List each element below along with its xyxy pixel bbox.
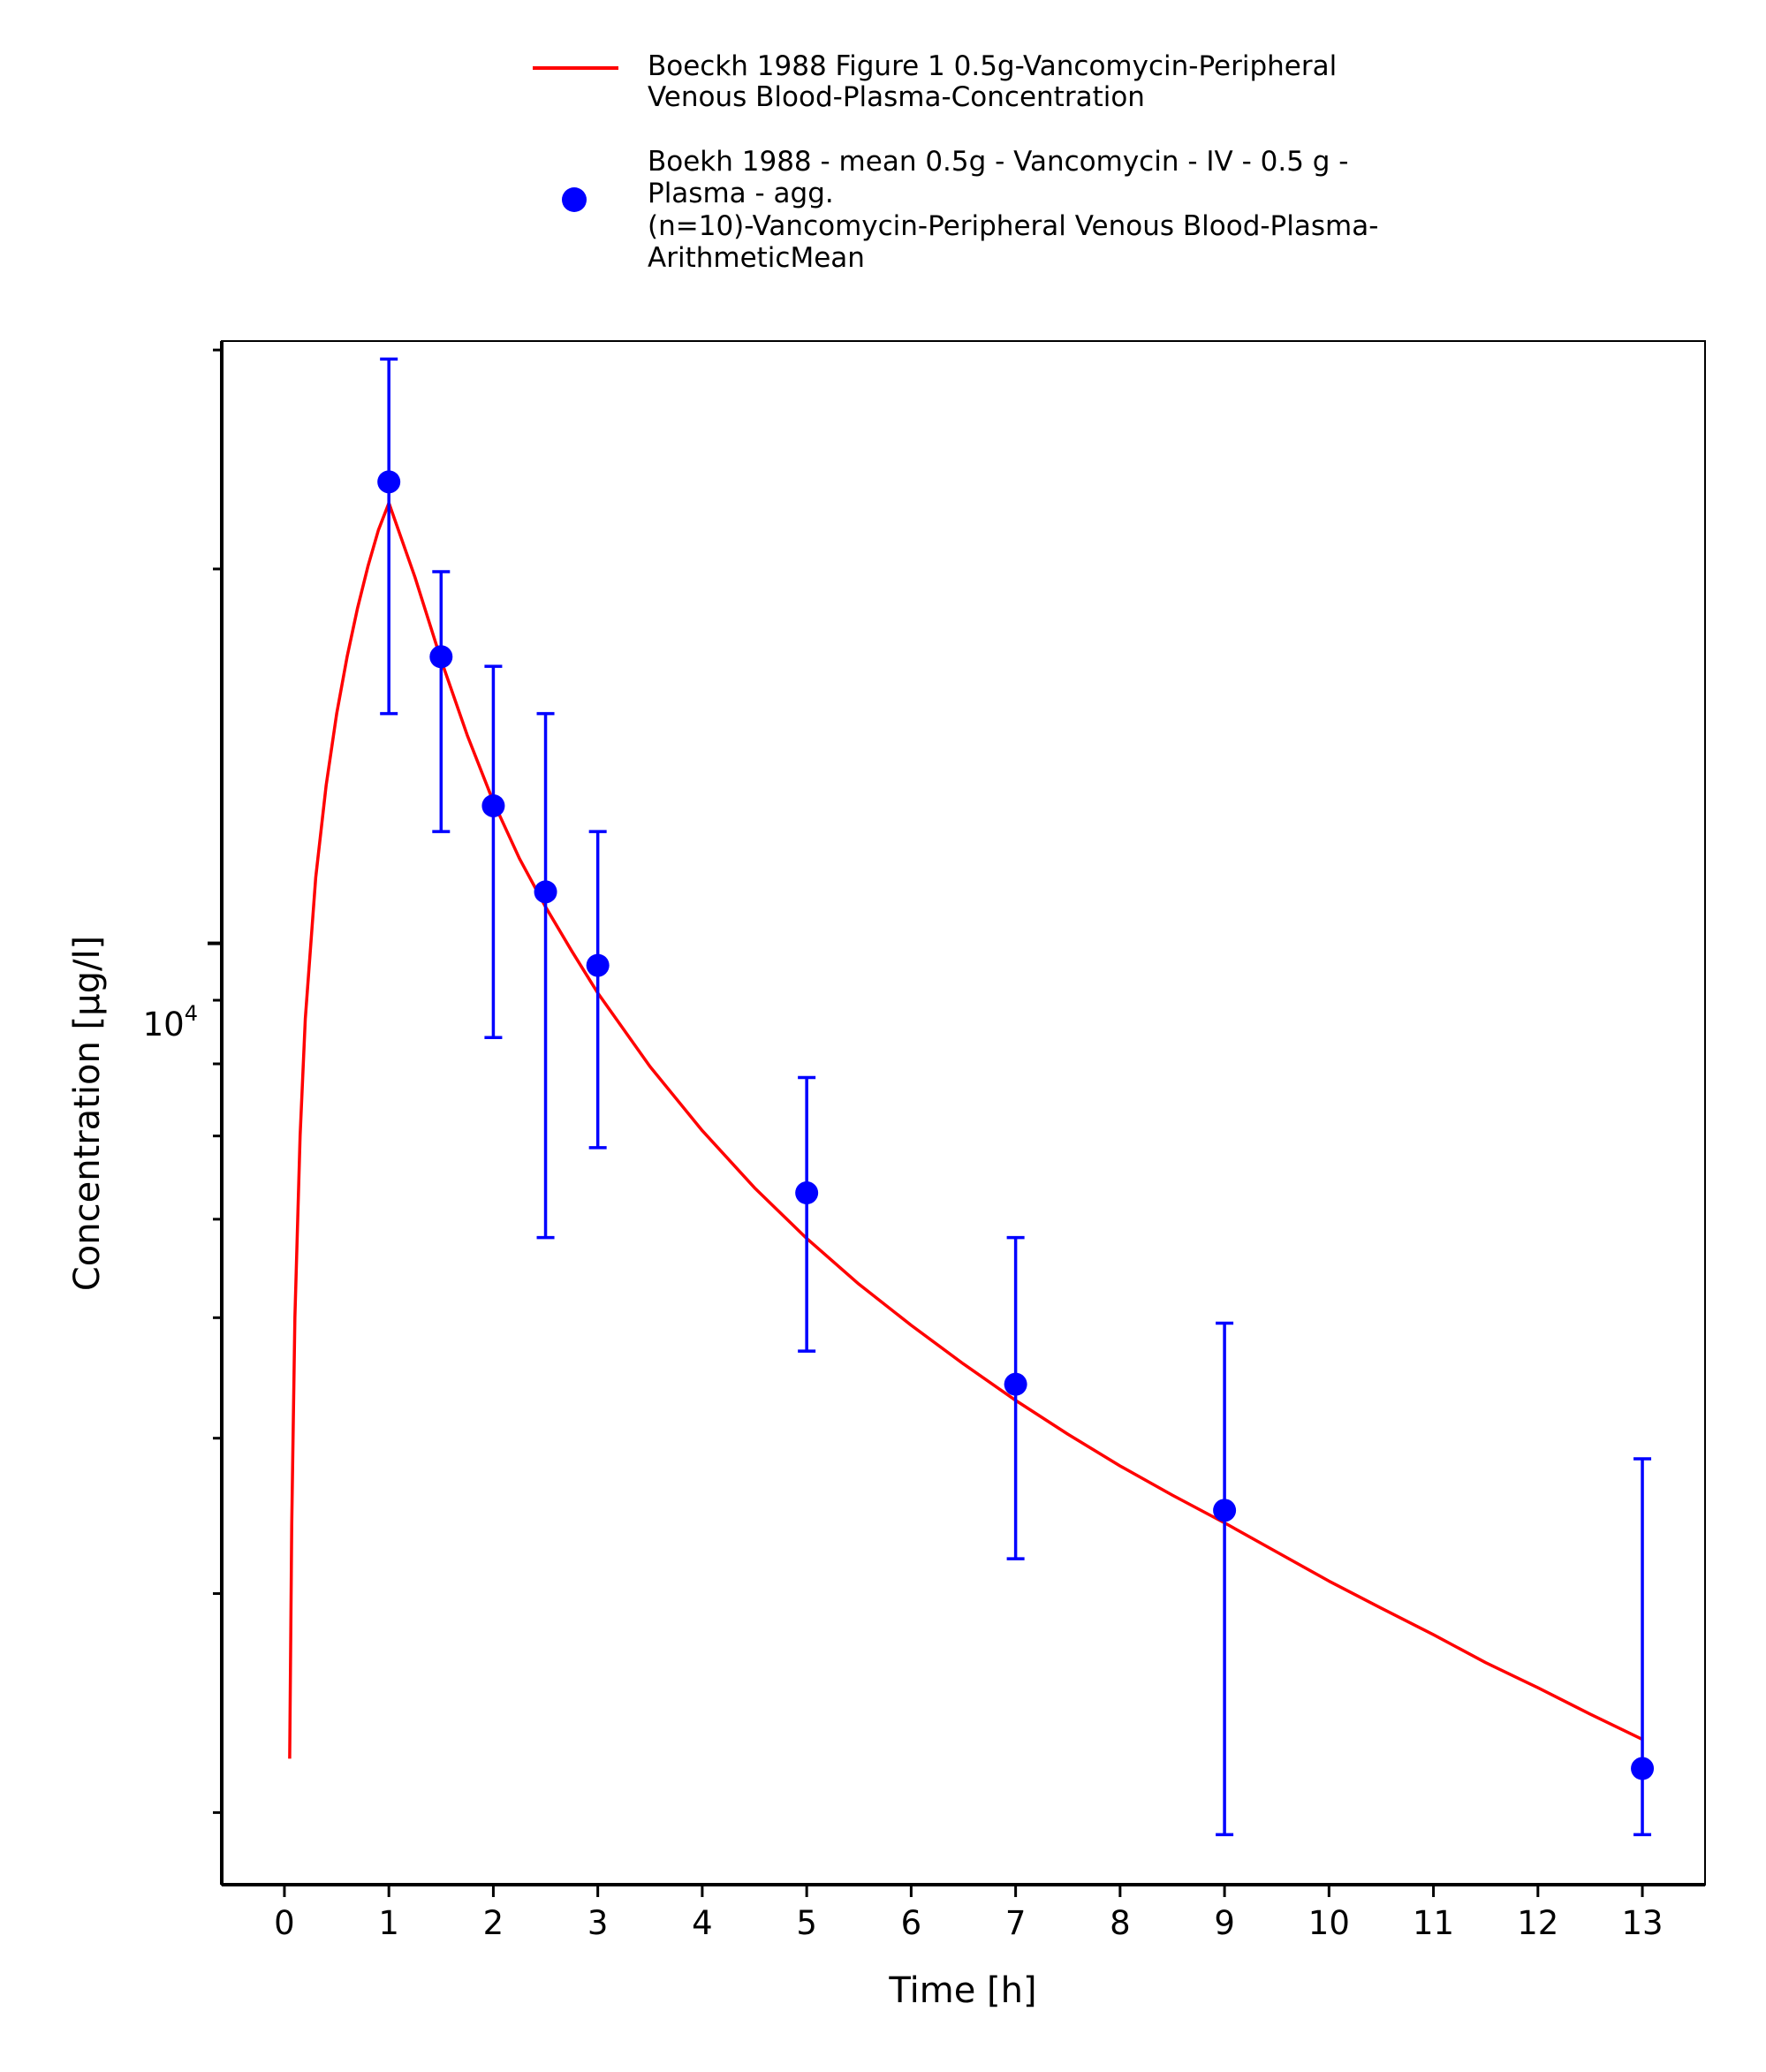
data-point [429,645,453,669]
legend-marker-swatch [562,187,587,212]
legend-label-marker-4: ArithmeticMean [648,242,865,274]
x-tick-label: 13 [1622,1904,1664,1942]
x-tick-label: 9 [1214,1904,1235,1942]
x-tick-label: 10 [1308,1904,1350,1942]
legend-label-marker-2: Plasma - agg. [648,178,834,209]
x-axis-title: Time [h] [888,1970,1036,2011]
x-tick-label: 11 [1413,1904,1454,1942]
legend: Boeckh 1988 Figure 1 0.5g-Vancomycin-Per… [533,50,1378,274]
x-tick-label: 7 [1005,1904,1027,1942]
x-tick-label: 4 [692,1904,713,1942]
y-tick-label-10e4: 104 [143,1001,198,1044]
x-tick-label: 2 [483,1904,504,1942]
series-markers-group [377,357,1655,1837]
legend-label-marker-3: (n=10)-Vancomycin-Peripheral Venous Bloo… [648,210,1378,242]
data-point [481,793,505,817]
x-tick-label: 1 [378,1904,399,1942]
y-ticks [208,348,222,1814]
y-tick-label-exponent: 4 [185,1001,198,1026]
x-tick-label: 0 [274,1904,295,1942]
legend-label-line-2: Venous Blood-Plasma-Concentration [648,81,1145,113]
x-tick-label: 12 [1517,1904,1558,1942]
x-tick-label: 5 [796,1904,817,1942]
data-point [1213,1499,1237,1522]
x-tick-label: 6 [901,1904,922,1942]
y-tick-label-base: 10 [143,1006,185,1044]
data-point [377,470,401,494]
x-ticks: 0 1 2 3 4 5 6 7 8 9 10 11 12 13 [274,1885,1664,1942]
legend-label-marker-1: Boekh 1988 - mean 0.5g - Vancomycin - IV… [648,146,1349,178]
x-tick-label: 3 [587,1904,609,1942]
x-tick-label: 8 [1110,1904,1131,1942]
data-point [1004,1372,1027,1396]
data-point [795,1181,819,1205]
legend-label-line-1: Boeckh 1988 Figure 1 0.5g-Vancomycin-Per… [648,50,1337,82]
data-point [534,880,557,904]
data-point [1631,1757,1655,1780]
data-point [586,953,610,977]
y-axis-title: Concentration [µg/l] [67,936,108,1291]
